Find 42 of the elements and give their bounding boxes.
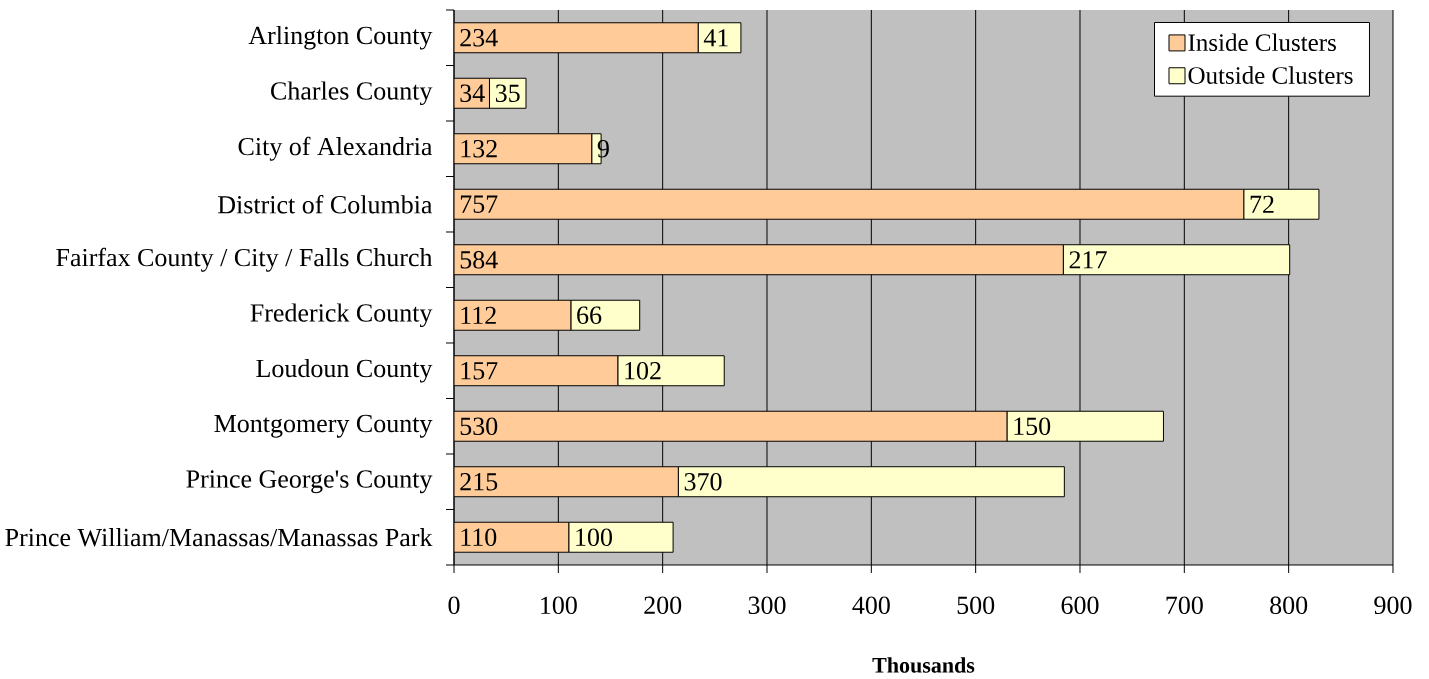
data-label: 217 <box>1069 251 1107 269</box>
data-label: 215 <box>460 473 498 491</box>
y-tick-label: Prince George's County <box>186 470 433 494</box>
y-tick-label: District of Columbia <box>218 194 433 214</box>
y-tick-label: Charles County <box>271 81 433 106</box>
y-tick-label: City of Alexandria <box>238 136 433 161</box>
data-label: 132 <box>461 140 497 158</box>
legend-label: Outside Clusters <box>1188 66 1353 84</box>
data-label: 757 <box>460 195 498 213</box>
data-label: 584 <box>460 250 498 269</box>
x-tick-label: 600 <box>1061 596 1099 615</box>
y-tick-label: Montgomery County <box>214 414 433 438</box>
x-tick-label: 400 <box>852 596 890 615</box>
x-tick-label: 100 <box>541 596 577 615</box>
data-label: 112 <box>461 306 496 324</box>
data-label: 72 <box>1250 195 1274 213</box>
x-axis-title: Thousands <box>872 657 975 673</box>
data-label: 234 <box>460 29 498 47</box>
data-label: 110 <box>461 528 497 547</box>
x-tick-label: 200 <box>644 596 682 615</box>
x-tick-label: 800 <box>1270 596 1308 615</box>
data-label: 100 <box>576 528 612 547</box>
y-tick-label: Arlington County <box>248 25 433 50</box>
x-tick-label: 300 <box>748 596 786 615</box>
x-tick-label: 0 <box>448 596 460 615</box>
data-label: 530 <box>460 417 498 436</box>
data-label: 35 <box>495 84 520 102</box>
data-label: 41 <box>703 29 728 47</box>
data-label: 66 <box>577 306 602 324</box>
y-tick-label: Prince William/Manassas/Manassas Park <box>5 528 433 547</box>
x-tick-label: 900 <box>1374 596 1412 615</box>
y-tick-label: Frederick County <box>250 303 433 328</box>
data-label: 157 <box>461 362 498 380</box>
y-tick-label: Loudoun County <box>256 358 433 383</box>
data-label: 150 <box>1014 417 1051 436</box>
data-label: 102 <box>625 361 661 380</box>
legend-label: Inside Clusters <box>1188 33 1336 52</box>
data-label: 370 <box>684 472 722 491</box>
x-tick-label: 500 <box>957 596 995 615</box>
data-label: 34 <box>460 84 485 102</box>
y-tick-label: Fairfax County / City / Falls Church <box>56 247 433 272</box>
x-tick-label: 700 <box>1166 596 1203 615</box>
